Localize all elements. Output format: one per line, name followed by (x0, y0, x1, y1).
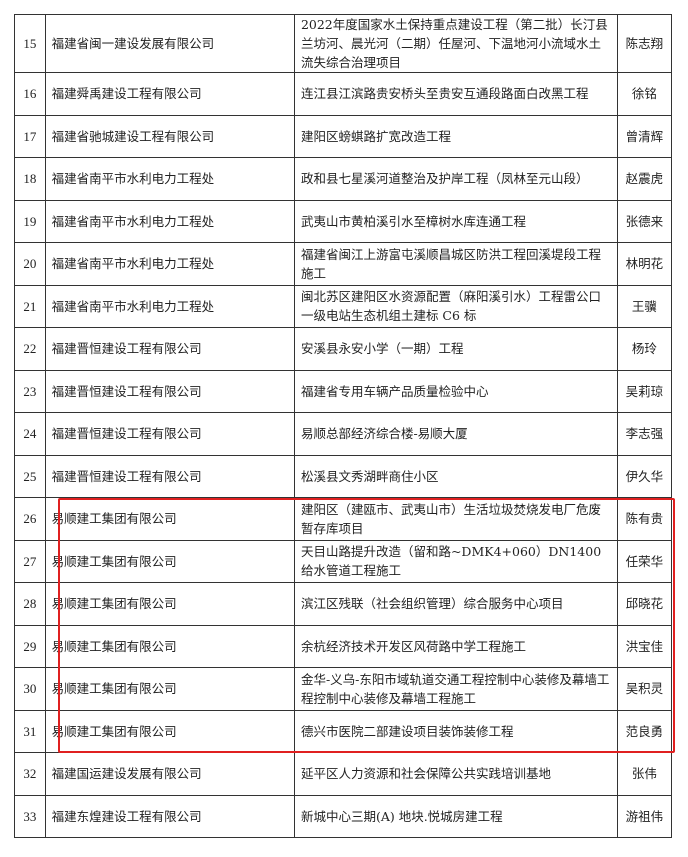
project-table: 15 福建省闽一建设发展有限公司 2022年度国家水土保持重点建设工程（第二批）长汀… (14, 14, 673, 838)
person-cell: 李志强 (616, 412, 673, 456)
person-cell: 王骥 (616, 284, 673, 328)
person-cell: 赵震虎 (616, 157, 673, 201)
person-cell: 陈志翔 (616, 14, 673, 73)
row-number: 20 (14, 242, 46, 286)
row-number: 18 (14, 157, 46, 201)
row-number: 29 (14, 624, 46, 668)
company-cell: 易顺建工集团有限公司 (44, 582, 295, 626)
company-cell: 福建省南平市水利电力工程处 (44, 199, 295, 243)
table-row: 28 易顺建工集团有限公司 滨江区残联（社会组织管理）综合服务中心项目 邱晓花 (14, 582, 673, 626)
person-cell: 洪宝佳 (616, 624, 673, 668)
company-cell: 福建省驰城建设工程有限公司 (44, 114, 295, 158)
project-cell: 闽北苏区建阳区水资源配置（麻阳溪引水）工程雷公口一级电站生态机组土建标 C6 标 (293, 284, 618, 328)
company-cell: 福建省南平市水利电力工程处 (44, 157, 295, 201)
person-cell: 陈有贵 (616, 497, 673, 541)
person-cell: 曾清辉 (616, 114, 673, 158)
table-row: 32 福建国运建设发展有限公司 延平区人力资源和社会保障公共实践培训基地 张伟 (14, 752, 673, 796)
table-row: 16 福建舜禹建设工程有限公司 连江县江滨路贵安桥头至贵安互通段路面白改黑工程 徐铭 (14, 72, 673, 116)
row-number: 31 (14, 709, 46, 753)
project-cell: 德兴市医院二部建设项目装饰装修工程 (293, 709, 618, 753)
person-cell: 任荣华 (616, 539, 673, 583)
company-cell: 福建舜禹建设工程有限公司 (44, 72, 295, 116)
row-number: 30 (14, 667, 46, 711)
company-cell: 易顺建工集团有限公司 (44, 539, 295, 583)
table-row: 20 福建省南平市水利电力工程处 福建省闽江上游富屯溪顺昌城区防洪工程回溪堤段工程施… (14, 242, 673, 286)
person-cell: 吴莉琼 (616, 369, 673, 413)
row-number: 28 (14, 582, 46, 626)
project-cell: 延平区人力资源和社会保障公共实践培训基地 (293, 752, 618, 796)
person-cell: 游祖伟 (616, 794, 673, 838)
project-cell: 余杭经济技术开发区风荷路中学工程施工 (293, 624, 618, 668)
row-number: 16 (14, 72, 46, 116)
person-cell: 张伟 (616, 752, 673, 796)
company-cell: 易顺建工集团有限公司 (44, 667, 295, 711)
table-row: 24 福建晋恒建设工程有限公司 易顺总部经济综合楼-易顺大厦 李志强 (14, 412, 673, 456)
company-cell: 福建晋恒建设工程有限公司 (44, 412, 295, 456)
person-cell: 邱晓花 (616, 582, 673, 626)
project-cell: 福建省专用车辆产品质量检验中心 (293, 369, 618, 413)
project-cell: 建阳区（建瓯市、武夷山市）生活垃圾焚烧发电厂危废暂存库项目 (293, 497, 618, 541)
table-row: 17 福建省驰城建设工程有限公司 建阳区螃蜞路扩宽改造工程 曾清辉 (14, 114, 673, 158)
project-cell: 易顺总部经济综合楼-易顺大厦 (293, 412, 618, 456)
table-row: 18 福建省南平市水利电力工程处 政和县七星溪河道整治及护岸工程（凤林至元山段） 赵震… (14, 157, 673, 201)
table-row: 30 易顺建工集团有限公司 金华-义乌-东阳市域轨道交通工程控制中心装修及幕墙工程控… (14, 667, 673, 711)
project-cell: 武夷山市黄柏溪引水至樟树水库连通工程 (293, 199, 618, 243)
table-row: 15 福建省闽一建设发展有限公司 2022年度国家水土保持重点建设工程（第二批）长汀… (14, 14, 673, 73)
row-number: 33 (14, 794, 46, 838)
row-number: 22 (14, 327, 46, 371)
person-cell: 徐铭 (616, 72, 673, 116)
table-row: 33 福建东煌建设工程有限公司 新城中心三期(A) 地块.悦城房建工程 游祖伟 (14, 794, 673, 838)
company-cell: 福建晋恒建设工程有限公司 (44, 369, 295, 413)
person-cell: 张德来 (616, 199, 673, 243)
project-cell: 建阳区螃蜞路扩宽改造工程 (293, 114, 618, 158)
person-cell: 杨玲 (616, 327, 673, 371)
table-row: 19 福建省南平市水利电力工程处 武夷山市黄柏溪引水至樟树水库连通工程 张德来 (14, 199, 673, 243)
project-cell: 安溪县永安小学（一期）工程 (293, 327, 618, 371)
company-cell: 易顺建工集团有限公司 (44, 497, 295, 541)
row-number: 21 (14, 284, 46, 328)
project-cell: 福建省闽江上游富屯溪顺昌城区防洪工程回溪堤段工程施工 (293, 242, 618, 286)
table-row: 31 易顺建工集团有限公司 德兴市医院二部建设项目装饰装修工程 范良勇 (14, 709, 673, 753)
company-cell: 福建晋恒建设工程有限公司 (44, 454, 295, 498)
row-number: 27 (14, 539, 46, 583)
company-cell: 福建省南平市水利电力工程处 (44, 242, 295, 286)
row-number: 23 (14, 369, 46, 413)
table-row: 26 易顺建工集团有限公司 建阳区（建瓯市、武夷山市）生活垃圾焚烧发电厂危废暂存库项… (14, 497, 673, 541)
row-number: 24 (14, 412, 46, 456)
table-row: 29 易顺建工集团有限公司 余杭经济技术开发区风荷路中学工程施工 洪宝佳 (14, 624, 673, 668)
table-row: 23 福建晋恒建设工程有限公司 福建省专用车辆产品质量检验中心 吴莉琼 (14, 369, 673, 413)
project-cell: 政和县七星溪河道整治及护岸工程（凤林至元山段） (293, 157, 618, 201)
company-cell: 福建省闽一建设发展有限公司 (44, 14, 295, 73)
project-cell: 天目山路提升改造（留和路~DMK4+060）DN1400 给水管道工程施工 (293, 539, 618, 583)
row-number: 25 (14, 454, 46, 498)
project-cell: 连江县江滨路贵安桥头至贵安互通段路面白改黑工程 (293, 72, 618, 116)
company-cell: 易顺建工集团有限公司 (44, 624, 295, 668)
row-number: 32 (14, 752, 46, 796)
table-body: 15 福建省闽一建设发展有限公司 2022年度国家水土保持重点建设工程（第二批）长汀… (14, 14, 673, 838)
row-number: 15 (14, 14, 46, 73)
company-cell: 福建东煌建设工程有限公司 (44, 794, 295, 838)
company-cell: 福建晋恒建设工程有限公司 (44, 327, 295, 371)
table-row: 27 易顺建工集团有限公司 天目山路提升改造（留和路~DMK4+060）DN1400… (14, 539, 673, 583)
project-cell: 新城中心三期(A) 地块.悦城房建工程 (293, 794, 618, 838)
person-cell: 林明花 (616, 242, 673, 286)
row-number: 19 (14, 199, 46, 243)
table-row: 25 福建晋恒建设工程有限公司 松溪县文秀湖畔商住小区 伊久华 (14, 454, 673, 498)
project-cell: 金华-义乌-东阳市域轨道交通工程控制中心装修及幕墙工程控制中心装修及幕墙工程施工 (293, 667, 618, 711)
table-row: 21 福建省南平市水利电力工程处 闽北苏区建阳区水资源配置（麻阳溪引水）工程雷公口一… (14, 284, 673, 328)
person-cell: 伊久华 (616, 454, 673, 498)
project-cell: 2022年度国家水土保持重点建设工程（第二批）长汀县兰坊河、晨光河（二期）任屋河… (293, 14, 618, 73)
table-row: 22 福建晋恒建设工程有限公司 安溪县永安小学（一期）工程 杨玲 (14, 327, 673, 371)
company-cell: 易顺建工集团有限公司 (44, 709, 295, 753)
row-number: 17 (14, 114, 46, 158)
company-cell: 福建国运建设发展有限公司 (44, 752, 295, 796)
company-cell: 福建省南平市水利电力工程处 (44, 284, 295, 328)
project-cell: 滨江区残联（社会组织管理）综合服务中心项目 (293, 582, 618, 626)
project-cell: 松溪县文秀湖畔商住小区 (293, 454, 618, 498)
person-cell: 吴积灵 (616, 667, 673, 711)
person-cell: 范良勇 (616, 709, 673, 753)
row-number: 26 (14, 497, 46, 541)
